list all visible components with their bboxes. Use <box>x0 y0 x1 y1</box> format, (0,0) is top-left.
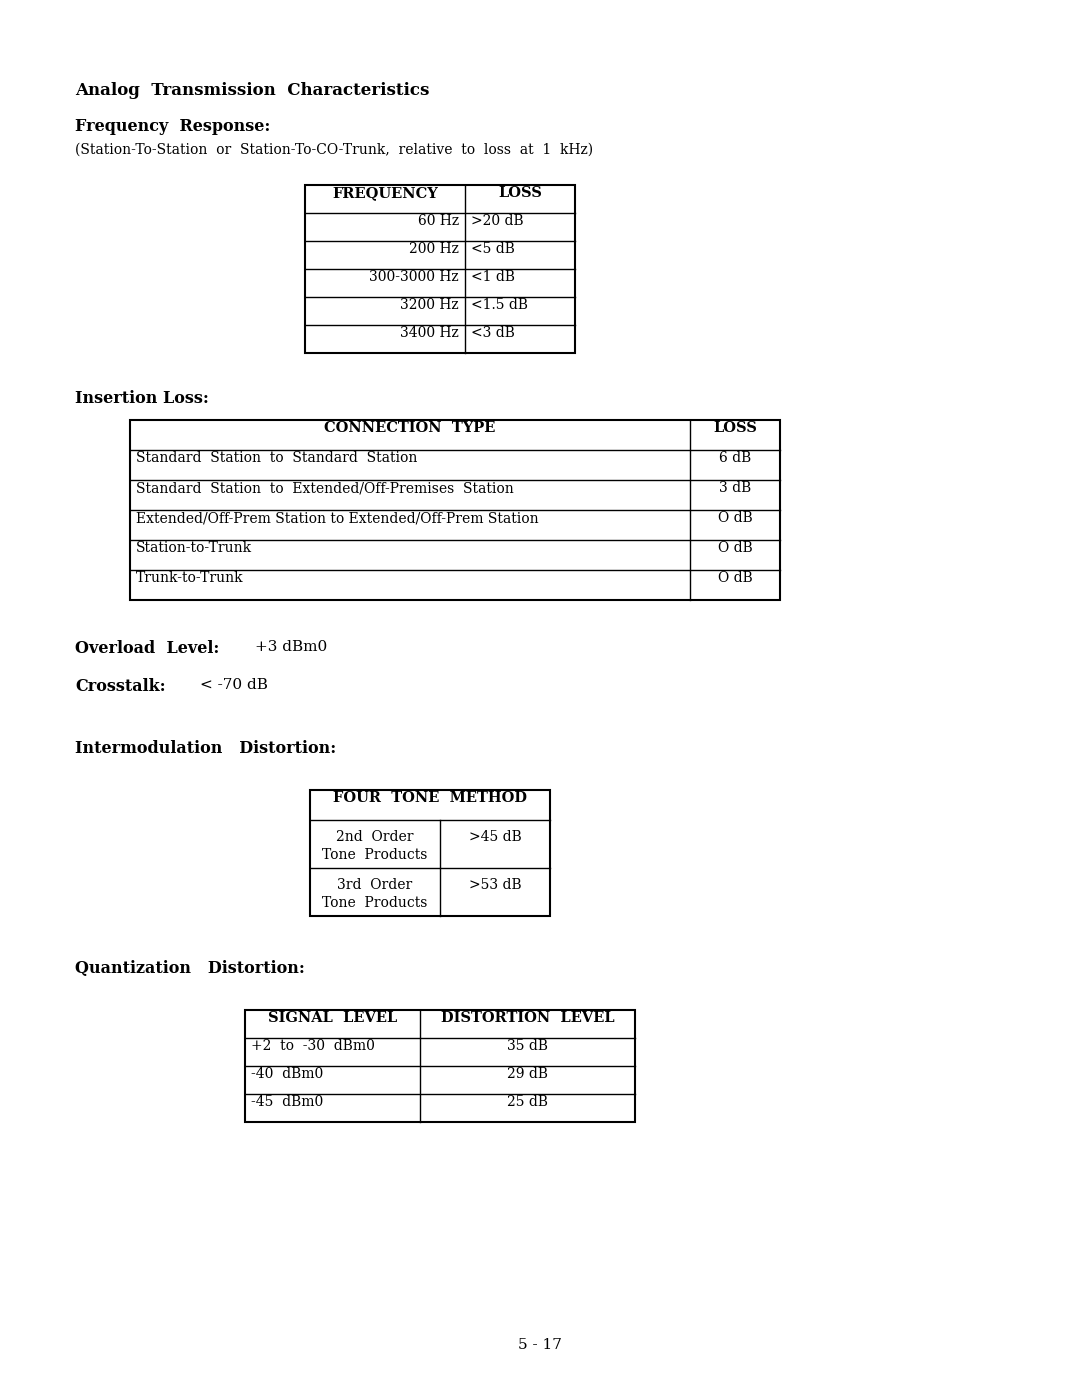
Text: >53 dB: >53 dB <box>469 877 522 891</box>
Text: < -70 dB: < -70 dB <box>200 678 268 692</box>
Text: <1 dB: <1 dB <box>471 271 515 285</box>
Text: Extended/Off-Prem Station to Extended/Off-Prem Station: Extended/Off-Prem Station to Extended/Of… <box>136 511 539 525</box>
Text: DISTORTION  LEVEL: DISTORTION LEVEL <box>441 1011 615 1025</box>
Text: 300-3000 Hz: 300-3000 Hz <box>369 271 459 285</box>
Text: O dB: O dB <box>717 571 753 585</box>
Text: LOSS: LOSS <box>713 421 757 435</box>
Text: +2  to  -30  dBm0: +2 to -30 dBm0 <box>251 1039 375 1053</box>
Text: 35 dB: 35 dB <box>507 1039 548 1053</box>
Text: 60 Hz: 60 Hz <box>418 213 459 227</box>
Text: 29 dB: 29 dB <box>507 1067 548 1081</box>
Text: 3rd  Order: 3rd Order <box>337 877 413 891</box>
Text: 5 - 17: 5 - 17 <box>518 1338 562 1352</box>
Text: -45  dBm0: -45 dBm0 <box>251 1095 323 1109</box>
Bar <box>245 1010 635 1122</box>
Bar <box>130 420 780 600</box>
Text: O dB: O dB <box>717 511 753 525</box>
Text: <5 dB: <5 dB <box>471 241 515 257</box>
Text: Analog  Transmission  Characteristics: Analog Transmission Characteristics <box>75 82 430 99</box>
Text: O dB: O dB <box>717 541 753 555</box>
Text: 200 Hz: 200 Hz <box>409 241 459 257</box>
Text: Insertion Loss:: Insertion Loss: <box>75 391 208 407</box>
Text: +3 dBm0: +3 dBm0 <box>255 640 327 654</box>
Bar <box>310 790 550 917</box>
Text: -40  dBm0: -40 dBm0 <box>251 1067 323 1081</box>
Text: SIGNAL  LEVEL: SIGNAL LEVEL <box>268 1011 397 1025</box>
Text: Tone  Products: Tone Products <box>322 896 428 910</box>
Text: 2nd  Order: 2nd Order <box>336 830 414 844</box>
Text: Crosstalk:: Crosstalk: <box>75 678 165 695</box>
Text: Station-to-Trunk: Station-to-Trunk <box>136 541 252 555</box>
Text: Standard  Station  to  Extended/Off-Premises  Station: Standard Station to Extended/Off-Premise… <box>136 481 514 495</box>
Text: (Station-To-Station  or  Station-To-CO-Trunk,  relative  to  loss  at  1  kHz): (Station-To-Station or Station-To-CO-Tru… <box>75 144 593 158</box>
Text: 3400 Hz: 3400 Hz <box>401 326 459 340</box>
Text: Standard  Station  to  Standard  Station: Standard Station to Standard Station <box>136 451 417 465</box>
Text: 6 dB: 6 dB <box>719 451 751 465</box>
Text: 3200 Hz: 3200 Hz <box>401 299 459 312</box>
Text: <3 dB: <3 dB <box>471 326 515 340</box>
Text: <1.5 dB: <1.5 dB <box>471 299 528 312</box>
Text: Trunk-to-Trunk: Trunk-to-Trunk <box>136 571 244 585</box>
Text: Intermodulation   Distortion:: Intermodulation Distortion: <box>75 739 336 757</box>
Text: >20 dB: >20 dB <box>471 213 524 227</box>
Text: Overload  Level:: Overload Level: <box>75 640 219 657</box>
Text: Quantization   Distortion:: Quantization Distortion: <box>75 960 305 976</box>
Text: Frequency  Response:: Frequency Response: <box>75 119 270 135</box>
Text: Tone  Products: Tone Products <box>322 848 428 862</box>
Text: FREQUENCY: FREQUENCY <box>333 186 437 199</box>
Text: 3 dB: 3 dB <box>719 481 751 495</box>
Bar <box>305 186 575 353</box>
Text: >45 dB: >45 dB <box>469 830 522 844</box>
Text: 25 dB: 25 dB <box>507 1095 548 1109</box>
Text: LOSS: LOSS <box>498 186 542 199</box>
Text: CONNECTION  TYPE: CONNECTION TYPE <box>324 421 496 435</box>
Text: FOUR  TONE  METHOD: FOUR TONE METHOD <box>333 791 527 805</box>
